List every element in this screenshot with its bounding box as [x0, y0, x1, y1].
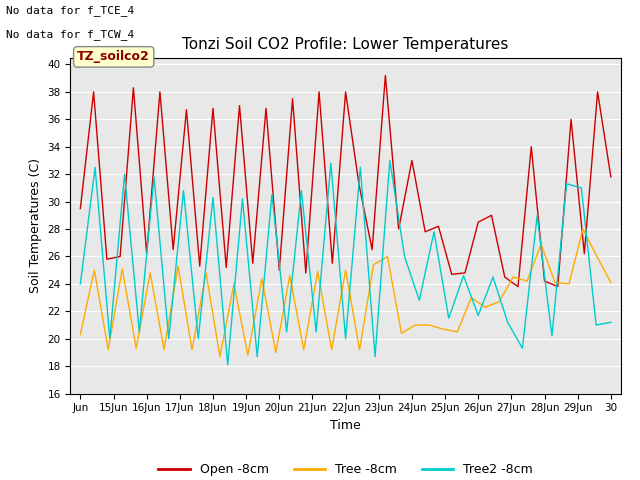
Legend: Open -8cm, Tree -8cm, Tree2 -8cm: Open -8cm, Tree -8cm, Tree2 -8cm [154, 458, 538, 480]
X-axis label: Time: Time [330, 419, 361, 432]
Text: TZ_soilco2: TZ_soilco2 [77, 50, 150, 63]
Title: Tonzi Soil CO2 Profile: Lower Temperatures: Tonzi Soil CO2 Profile: Lower Temperatur… [182, 37, 509, 52]
Text: No data for f_TCW_4: No data for f_TCW_4 [6, 29, 134, 40]
Y-axis label: Soil Temperatures (C): Soil Temperatures (C) [29, 158, 42, 293]
Text: No data for f_TCE_4: No data for f_TCE_4 [6, 5, 134, 16]
